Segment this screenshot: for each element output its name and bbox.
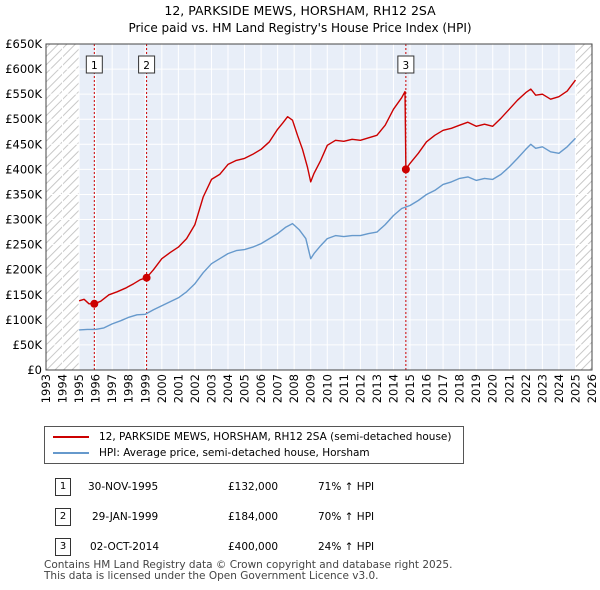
chart-legend: 12, PARKSIDE MEWS, HORSHAM, RH12 2SA (se…	[44, 426, 464, 464]
y-tick-label: £300K	[5, 213, 42, 227]
x-tick-label: 2011	[337, 374, 351, 403]
y-tick-label: £650K	[5, 37, 42, 51]
sale-point	[90, 299, 99, 308]
x-tick-label: 2024	[552, 374, 566, 403]
x-tick-label: 2025	[568, 374, 582, 403]
transaction-hpi: 71% ↑ HPI	[318, 481, 375, 493]
y-tick-label: £50K	[13, 338, 43, 352]
x-tick-label: 2000	[155, 374, 169, 403]
transaction-price: £184,000	[228, 511, 279, 523]
x-tick-label: 1998	[122, 374, 136, 403]
x-tick-label: 2005	[238, 374, 252, 403]
table-row: 1 30-NOV-1995 £132,000 71% ↑ HPI	[38, 472, 374, 502]
legend-item-property: 12, PARKSIDE MEWS, HORSHAM, RH12 2SA (se…	[53, 429, 451, 445]
x-tick-label: 2012	[353, 374, 367, 403]
x-tick-label: 1994	[56, 374, 70, 403]
sale-marker-box	[397, 55, 415, 74]
x-tick-label: 2020	[486, 374, 500, 403]
legend-label-property: 12, PARKSIDE MEWS, HORSHAM, RH12 2SA (se…	[99, 431, 452, 443]
series-line	[79, 137, 577, 331]
y-tick-label: £400K	[5, 162, 42, 176]
chart-subtitle: Price paid vs. HM Land Registry's House …	[128, 21, 471, 35]
y-tick-label: £250K	[5, 238, 42, 252]
series-line	[78, 79, 577, 305]
x-tick-label: 2019	[469, 374, 483, 403]
x-tick-label: 2014	[386, 374, 400, 403]
x-tick-label: 2004	[221, 374, 235, 403]
y-tick-label: £500K	[5, 112, 42, 126]
y-tick-label: £450K	[5, 137, 42, 151]
footer-line-1: Contains HM Land Registry data © Crown c…	[44, 559, 453, 571]
transaction-date: 29-JAN-1999	[92, 511, 159, 523]
x-tick-label: 2026	[585, 374, 599, 403]
legend-label-hpi: HPI: Average price, semi-detached house,…	[99, 447, 370, 459]
transactions-table: 1 30-NOV-1995 £132,000 71% ↑ HPI 2 29-JA…	[38, 472, 374, 562]
y-tick-label: £600K	[5, 62, 42, 76]
table-row: 2 29-JAN-1999 £184,000 70% ↑ HPI	[38, 502, 374, 532]
y-tick-label: £350K	[5, 187, 42, 201]
legend-item-hpi: HPI: Average price, semi-detached house,…	[53, 445, 370, 461]
transaction-hpi: 24% ↑ HPI	[318, 541, 375, 553]
sale-point	[142, 273, 151, 282]
x-tick-label: 2002	[188, 374, 202, 403]
y-tick-label: £200K	[5, 263, 42, 277]
x-tick-label: 2009	[304, 374, 318, 403]
x-tick-label: 2001	[171, 374, 185, 403]
hatched-region-after	[575, 44, 592, 370]
transaction-date: 02-OCT-2014	[90, 541, 159, 553]
sale-marker-label: 1	[91, 60, 98, 72]
transaction-date: 30-NOV-1995	[88, 481, 159, 493]
y-tick-label: £550K	[5, 87, 42, 101]
sale-marker-box	[138, 55, 156, 74]
chart-title: 12, PARKSIDE MEWS, HORSHAM, RH12 2SA	[164, 3, 436, 18]
sale-marker-label: 3	[403, 60, 410, 72]
footer: Contains HM Land Registry data © Crown c…	[44, 560, 452, 582]
transaction-hpi: 70% ↑ HPI	[318, 511, 375, 523]
x-tick-label: 1995	[72, 374, 86, 403]
footer-line-2: This data is licensed under the Open Gov…	[44, 570, 379, 582]
x-tick-label: 2007	[271, 374, 285, 403]
x-tick-label: 1997	[105, 374, 119, 403]
legend-swatch-property	[53, 436, 89, 438]
transaction-number: 3	[55, 538, 71, 556]
y-tick-label: £100K	[5, 313, 42, 327]
x-tick-label: 2023	[535, 374, 549, 403]
y-tick-label: £0	[27, 363, 42, 377]
legend-swatch-hpi	[53, 452, 89, 454]
plot-border	[45, 43, 593, 371]
x-tick-label: 1999	[138, 374, 152, 403]
x-tick-label: 1993	[39, 374, 53, 403]
sale-point	[401, 165, 410, 174]
x-tick-label: 1996	[89, 374, 103, 403]
x-tick-label: 2022	[519, 374, 533, 403]
x-tick-label: 2008	[287, 374, 301, 403]
x-tick-label: 2013	[370, 374, 384, 403]
x-tick-label: 2021	[502, 374, 516, 403]
sale-marker-box	[85, 55, 103, 74]
x-tick-label: 2003	[204, 374, 218, 403]
x-tick-label: 2015	[403, 374, 417, 403]
transaction-price: £132,000	[228, 481, 279, 493]
sale-marker-label: 2	[143, 60, 150, 72]
transaction-price: £400,000	[228, 541, 279, 553]
x-tick-label: 2018	[453, 374, 467, 403]
x-tick-label: 2017	[436, 374, 450, 403]
table-row: 3 02-OCT-2014 £400,000 24% ↑ HPI	[38, 532, 374, 562]
transaction-number: 2	[55, 508, 71, 526]
x-tick-label: 2006	[254, 374, 268, 403]
x-tick-label: 2016	[420, 374, 434, 403]
y-tick-label: £150K	[5, 288, 42, 302]
x-tick-label: 2010	[320, 374, 334, 403]
plot-area	[46, 44, 592, 370]
price-chart: 12, PARKSIDE MEWS, HORSHAM, RH12 2SA Pri…	[5, 3, 599, 403]
transaction-number: 1	[55, 478, 71, 496]
